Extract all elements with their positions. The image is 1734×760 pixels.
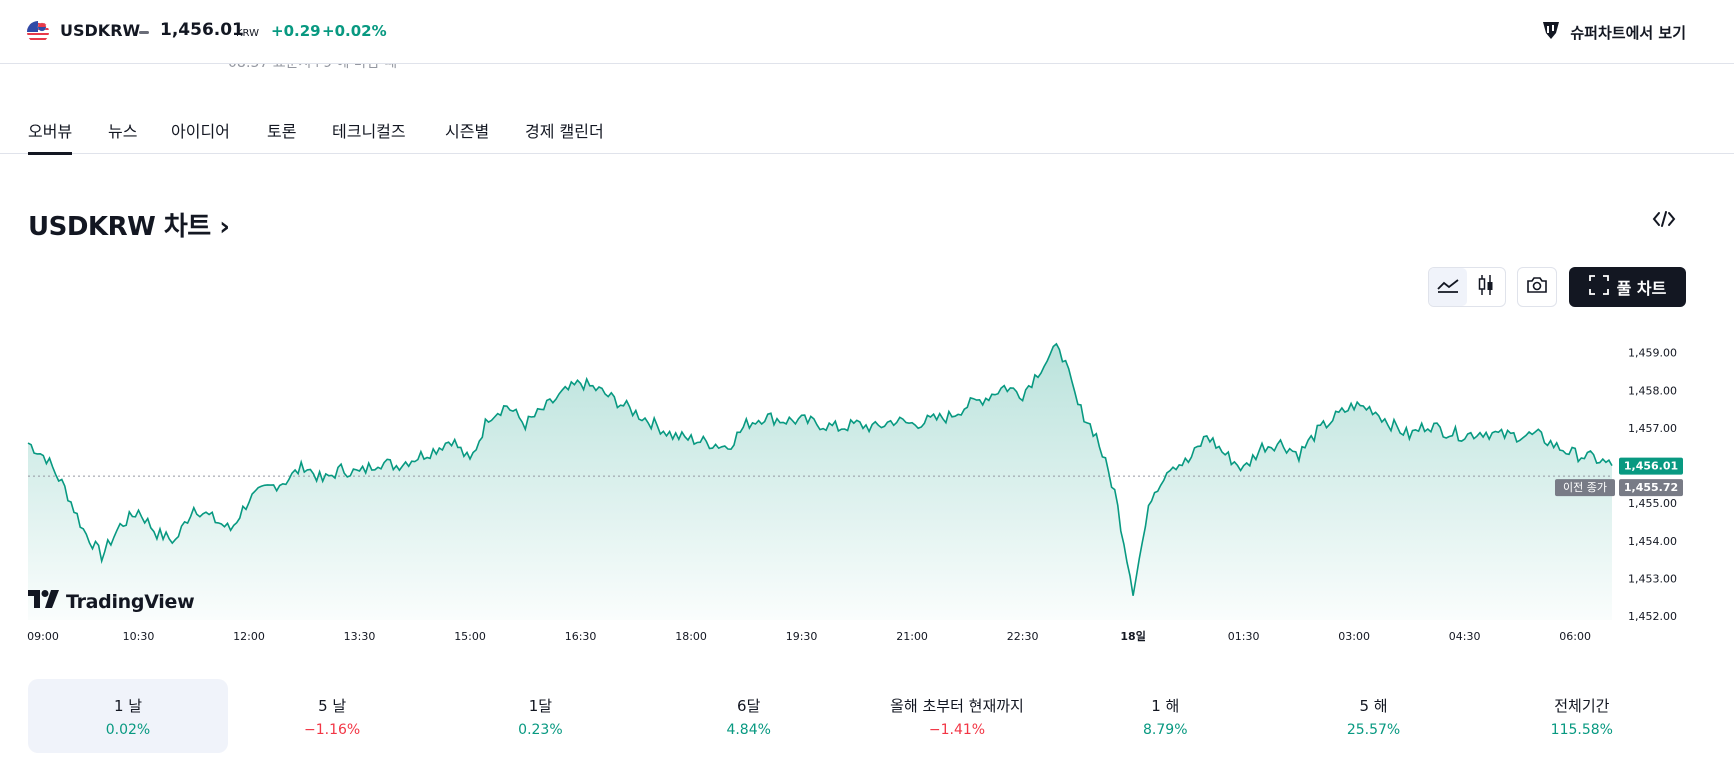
candle-chart-button[interactable]	[1467, 268, 1505, 306]
code-icon	[1652, 211, 1676, 233]
tab-discussion[interactable]: 토론	[267, 122, 297, 141]
snapshot-button[interactable]	[1517, 267, 1557, 307]
x-tick-label: 15:00	[454, 630, 486, 643]
period-5-years[interactable]: 5 해 25.57%	[1269, 679, 1477, 753]
price-area-fill	[28, 343, 1612, 620]
period-label: 1 해	[1151, 696, 1180, 715]
period-label: 6달	[737, 696, 761, 715]
period-label: 전체기간	[1554, 696, 1610, 715]
tradingview-logo[interactable]: TradingView	[28, 590, 195, 613]
period-value: 25.57%	[1346, 721, 1401, 738]
chevron-right-icon: ›	[219, 212, 230, 242]
us-kr-flag-icon	[27, 21, 49, 43]
symbol-tabs: 오버뷰 뉴스 아이디어 토론 테크니컬즈 시즌별 경제 캘린더	[0, 118, 1734, 155]
y-tick-label: 1,458.00	[1628, 384, 1677, 397]
price-chart[interactable]: 1,459.001,458.001,457.001,456.001,455.00…	[0, 320, 1734, 650]
sticky-header: USDKRW 1,456.01 KRW +0.29 +0.02% 슈퍼차트에서 …	[0, 0, 1734, 64]
chart-style-toggle	[1428, 267, 1506, 307]
prev-close-tag	[1619, 479, 1683, 497]
view-in-supercharts-button[interactable]: 슈퍼차트에서 보기	[1540, 18, 1686, 46]
period-value: −1.16%	[304, 721, 361, 738]
last-price-tag	[1619, 457, 1683, 475]
prev-close-caption-tag	[1555, 479, 1615, 497]
x-tick-label: 04:30	[1449, 630, 1481, 643]
price-change-pct: +0.02%	[322, 22, 387, 40]
period-value: 115.58%	[1550, 721, 1613, 738]
x-tick-label: 01:30	[1228, 630, 1260, 643]
period-label: 5 해	[1359, 696, 1388, 715]
x-tick-label: 09:00	[27, 630, 59, 643]
period-1-day[interactable]: 1 날 0.02%	[28, 679, 228, 753]
x-tick-label: 18일	[1120, 629, 1145, 643]
period-1-month[interactable]: 1달 0.23%	[436, 679, 644, 753]
x-tick-label: 22:30	[1007, 630, 1039, 643]
period-performance-row: 1 날 0.02% 5 날 −1.16% 1달 0.23% 6달 4.84% 올…	[28, 679, 1686, 753]
symbol-name: USDKRW	[60, 21, 141, 40]
x-tick-label: 10:30	[123, 630, 155, 643]
chart-title-link[interactable]: USDKRW 차트 ›	[28, 212, 230, 242]
period-value: 4.84%	[726, 721, 771, 738]
period-1-year[interactable]: 1 해 8.79%	[1061, 679, 1269, 753]
price-change-abs: +0.29	[271, 22, 321, 40]
x-tick-label: 18:00	[675, 630, 707, 643]
period-all-time[interactable]: 전체기간 115.58%	[1478, 679, 1686, 753]
tab-news[interactable]: 뉴스	[108, 122, 138, 141]
x-tick-label: 16:30	[565, 630, 597, 643]
period-label: 5 날	[318, 696, 347, 715]
x-tick-label: 03:00	[1338, 630, 1370, 643]
prev-close-caption: 이전 종가	[1563, 481, 1607, 494]
x-tick-label: 19:30	[786, 630, 818, 643]
period-label: 1달	[528, 696, 553, 715]
last-price-label: 1,456.01	[1624, 460, 1678, 473]
x-tick-label: 12:00	[233, 630, 265, 643]
candlestick-icon	[1476, 274, 1496, 300]
embed-code-button[interactable]	[1652, 210, 1676, 233]
period-5-days[interactable]: 5 날 −1.16%	[228, 679, 436, 753]
full-chart-label: 풀 차트	[1616, 279, 1667, 298]
tradingview-logo-text: TradingView	[66, 590, 195, 613]
tradingview-logo-icon	[28, 590, 60, 613]
camera-icon	[1526, 276, 1548, 298]
price-currency: KRW	[236, 28, 259, 39]
tab-overview[interactable]: 오버뷰	[28, 118, 73, 155]
market-status-dash	[139, 31, 149, 34]
period-ytd[interactable]: 올해 초부터 현재까지 −1.41%	[853, 679, 1061, 753]
area-chart-button[interactable]	[1429, 268, 1467, 306]
supercharts-label: 슈퍼차트에서 보기	[1570, 23, 1686, 42]
period-value: 8.79%	[1143, 721, 1188, 738]
tab-ideas[interactable]: 아이디어	[171, 122, 230, 141]
y-tick-label: 1,455.00	[1628, 497, 1677, 510]
x-tick-label: 13:30	[344, 630, 376, 643]
full-chart-button[interactable]: 풀 차트	[1569, 267, 1686, 307]
period-value: −1.41%	[928, 721, 986, 738]
tab-technicals[interactable]: 테크니컬즈	[332, 122, 406, 141]
prev-close-value-label: 1,455.72	[1624, 481, 1678, 494]
period-label: 1 날	[113, 696, 143, 715]
x-tick-label: 21:00	[896, 630, 928, 643]
x-tick-label: 06:00	[1559, 630, 1591, 643]
fullscreen-icon	[1588, 275, 1609, 299]
tab-seasonals[interactable]: 시즌별	[445, 122, 490, 141]
tab-economic-calendar[interactable]: 경제 캘린더	[525, 122, 604, 141]
y-tick-label: 1,454.00	[1628, 535, 1677, 548]
y-tick-label: 1,452.00	[1628, 610, 1677, 623]
period-label: 올해 초부터 현재까지	[890, 696, 1024, 715]
supercharts-icon	[1540, 19, 1562, 45]
area-chart-icon	[1437, 277, 1459, 297]
price-line	[27, 342, 1613, 596]
period-value: 0.02%	[105, 721, 151, 738]
current-price: 1,456.01	[160, 20, 244, 40]
period-6-months[interactable]: 6달 4.84%	[645, 679, 853, 753]
y-tick-label: 1,453.00	[1628, 573, 1677, 586]
period-value: 0.23%	[518, 721, 563, 738]
y-tick-label: 1,457.00	[1628, 422, 1677, 435]
y-tick-label: 1,459.00	[1628, 347, 1677, 360]
